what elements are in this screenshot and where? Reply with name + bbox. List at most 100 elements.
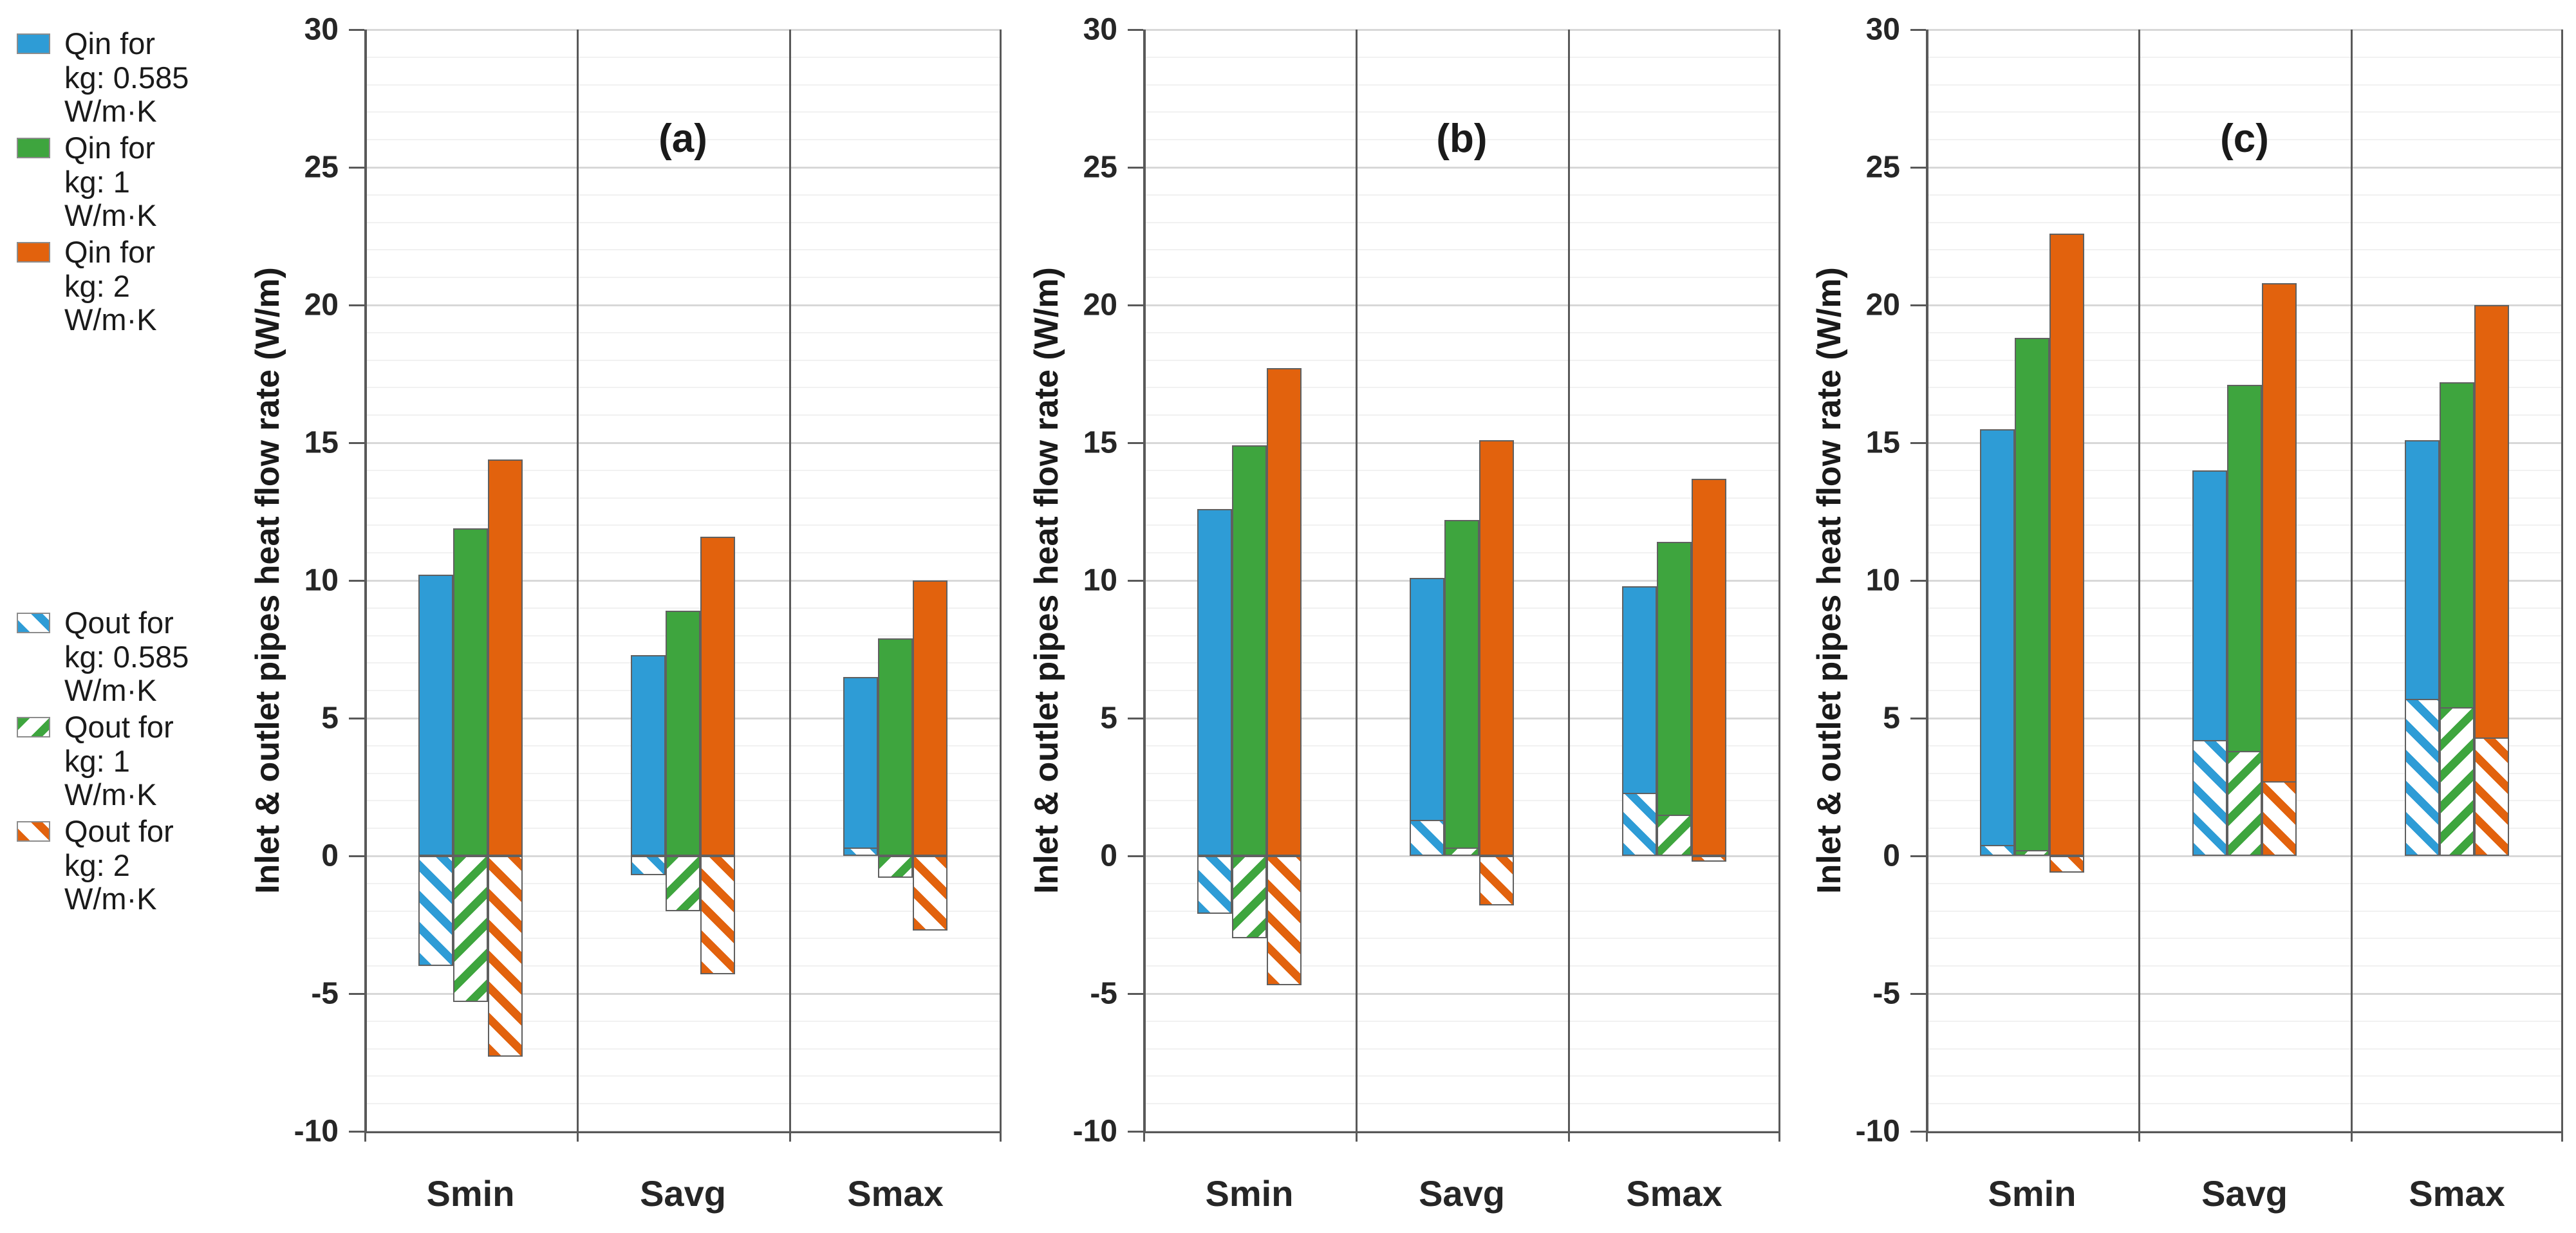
y-axis-tick	[1910, 580, 1926, 582]
y-tick-label: 25	[1865, 150, 1900, 185]
x-axis-tick	[789, 1131, 791, 1142]
x-axis-tick	[1778, 1131, 1780, 1142]
bar-qout-green-smin	[453, 856, 488, 1002]
y-axis-tick	[1910, 167, 1926, 169]
bar-qout-orange-smax	[2474, 737, 2509, 856]
minor-gridline	[1143, 965, 1780, 967]
minor-gridline	[1143, 1048, 1780, 1050]
solid-blue-swatch-icon	[17, 33, 50, 54]
minor-gridline	[1143, 1075, 1780, 1077]
major-gridline	[1926, 855, 2563, 857]
minor-gridline	[1926, 56, 2563, 58]
y-axis-line	[1926, 30, 1928, 1131]
bar-qin-orange-savg	[2262, 283, 2297, 856]
minor-gridline	[1143, 910, 1780, 912]
y-tick-label: 10	[1865, 563, 1900, 598]
minor-gridline	[1926, 277, 2563, 279]
bar-qout-blue-savg	[1410, 820, 1444, 856]
minor-gridline	[1143, 1020, 1780, 1022]
bar-qin-blue-smin	[1980, 429, 2015, 856]
bar-qin-orange-savg	[1479, 440, 1514, 856]
y-axis-tick	[1910, 29, 1926, 31]
legend-item-5: Qout for kg: 1 W/m·K	[17, 710, 174, 812]
y-tick-label: 10	[1083, 563, 1117, 598]
y-axis-tick	[1128, 167, 1143, 169]
legend-item-label: Qin for kg: 2 W/m·K	[64, 235, 157, 337]
minor-gridline	[364, 56, 1002, 58]
section-separator	[789, 30, 791, 1131]
major-gridline	[1926, 167, 2563, 169]
bar-qout-green-savg	[2227, 751, 2262, 856]
minor-gridline	[364, 607, 1002, 609]
y-tick-label: 0	[321, 839, 339, 873]
section-separator	[2138, 30, 2140, 1131]
minor-gridline	[364, 552, 1002, 554]
y-axis-tick	[349, 442, 364, 444]
y-axis-title: Inlet & outlet pipes heat flow rate (W/m…	[1028, 267, 1065, 894]
minor-gridline	[1926, 938, 2563, 940]
minor-gridline	[364, 1075, 1002, 1077]
x-axis-tick	[1143, 1131, 1145, 1142]
y-tick-label: 15	[1865, 425, 1900, 460]
minor-gridline	[1143, 111, 1780, 113]
minor-gridline	[364, 965, 1002, 967]
minor-gridline	[1926, 84, 2563, 86]
minor-gridline	[364, 524, 1002, 526]
bar-qout-green-savg	[666, 856, 700, 911]
y-axis-tick	[349, 29, 364, 31]
bar-qout-orange-smin	[488, 856, 523, 1057]
solid-green-swatch-icon	[17, 138, 50, 158]
y-tick-label: 15	[304, 425, 339, 460]
y-tick-label: 20	[1865, 288, 1900, 322]
y-tick-label: -10	[1855, 1114, 1900, 1149]
y-tick-label: 5	[1100, 701, 1117, 736]
plot-right-border	[1000, 30, 1002, 1131]
y-tick-label: 5	[321, 701, 339, 736]
x-axis-tick	[1926, 1131, 1928, 1142]
minor-gridline	[1143, 387, 1780, 389]
minor-gridline	[364, 249, 1002, 251]
major-gridline	[1143, 993, 1780, 995]
y-axis-tick	[1910, 442, 1926, 444]
legend-item-label: Qout for kg: 0.585 W/m·K	[64, 606, 189, 708]
minor-gridline	[1143, 414, 1780, 416]
minor-gridline	[364, 938, 1002, 940]
y-tick-label: 0	[1100, 839, 1117, 873]
bar-qout-orange-savg	[2262, 781, 2297, 856]
y-axis-tick	[1128, 993, 1143, 995]
y-axis-line	[1143, 30, 1146, 1131]
minor-gridline	[364, 221, 1002, 223]
section-separator	[1568, 30, 1570, 1131]
minor-gridline	[364, 84, 1002, 86]
minor-gridline	[364, 497, 1002, 499]
major-gridline	[364, 29, 1002, 31]
legend-item-2: Qin for kg: 1 W/m·K	[17, 131, 157, 233]
panel-label-a: (a)	[658, 116, 707, 161]
bar-qin-green-smax	[878, 638, 913, 856]
minor-gridline	[364, 331, 1002, 333]
y-tick-label: -5	[311, 976, 339, 1011]
x-axis-tick	[2138, 1131, 2140, 1142]
minor-gridline	[1926, 331, 2563, 333]
major-gridline	[1926, 304, 2563, 306]
y-axis-tick	[1128, 304, 1143, 306]
y-axis-title: Inlet & outlet pipes heat flow rate (W/m…	[1811, 267, 1848, 894]
category-label-smax: Smax	[847, 1173, 944, 1214]
bar-qout-orange-smin	[1267, 856, 1302, 986]
bar-qout-blue-smax	[843, 848, 878, 856]
y-axis-tick	[349, 304, 364, 306]
y-axis-tick	[1128, 855, 1143, 857]
y-axis-tick	[349, 855, 364, 857]
bar-qout-orange-savg	[1479, 856, 1514, 906]
section-separator	[2351, 30, 2353, 1131]
minor-gridline	[1926, 965, 2563, 967]
minor-gridline	[1926, 139, 2563, 141]
hatched-blue-swatch-icon	[17, 613, 50, 633]
minor-gridline	[364, 194, 1002, 196]
minor-gridline	[1143, 277, 1780, 279]
y-axis-tick	[1128, 442, 1143, 444]
minor-gridline	[1143, 359, 1780, 361]
bar-qout-blue-smin	[1197, 856, 1232, 914]
minor-gridline	[1143, 469, 1780, 471]
x-axis-tick	[577, 1131, 579, 1142]
